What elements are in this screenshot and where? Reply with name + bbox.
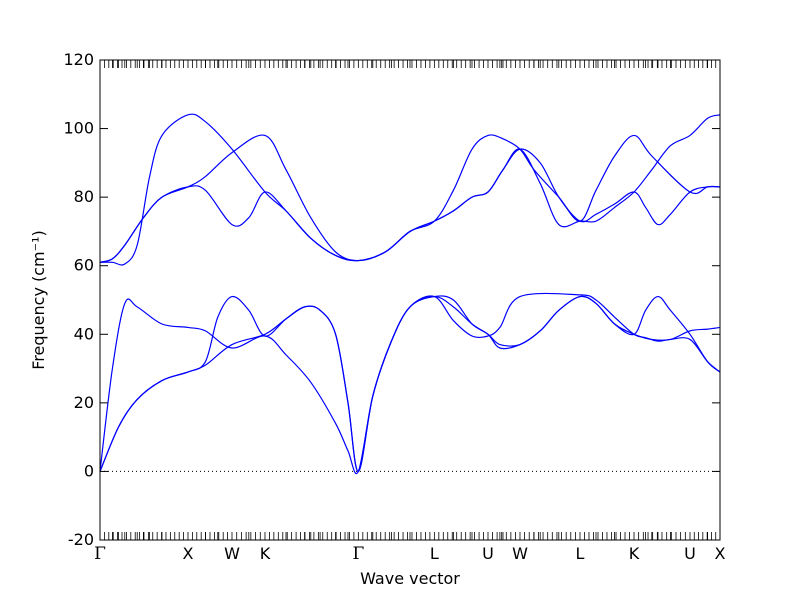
x-tick-label: Γ (352, 544, 364, 564)
x-tick-label: X (182, 544, 193, 563)
series-line-6 (99, 113, 721, 266)
x-tick-label: U (482, 544, 494, 563)
x-tick-label: L (430, 544, 439, 563)
x-tick-label: K (260, 544, 271, 563)
x-tick-label: U (684, 544, 696, 563)
x-tick-label: W (224, 544, 240, 563)
x-tick-label: Γ (94, 544, 106, 564)
y-tick-label: 40 (74, 324, 94, 343)
x-axis-label: Wave vector (360, 569, 460, 588)
y-tick-label: 60 (74, 256, 94, 275)
plot-frame (99, 59, 721, 541)
x-tick-label: W (512, 544, 528, 563)
y-tick-label: 20 (74, 393, 94, 412)
series-line-3 (99, 292, 721, 475)
plot-area (100, 60, 720, 540)
x-tick-label: L (576, 544, 585, 563)
x-tick-label: X (715, 544, 726, 563)
y-tick-label: 80 (74, 187, 94, 206)
y-axis-label: Frequency (cm⁻¹) (29, 230, 48, 369)
y-tick-label: 100 (63, 119, 94, 138)
y-tick-label: 0 (84, 461, 94, 480)
y-tick-label: 120 (63, 50, 94, 69)
y-tick-label: -20 (68, 530, 94, 549)
x-tick-label: K (629, 544, 640, 563)
